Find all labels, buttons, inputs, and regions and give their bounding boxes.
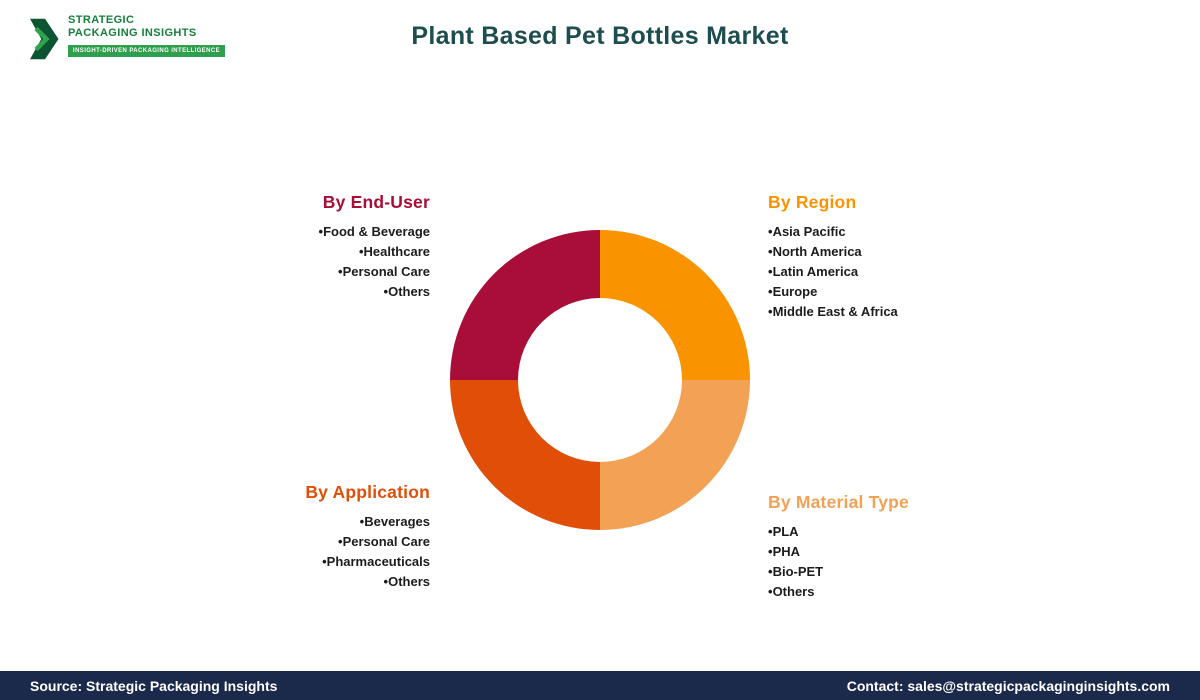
donut-quadrant-material-type — [600, 380, 750, 530]
segment-material-type-heading: By Material Type — [768, 492, 909, 512]
segment-item: Others — [305, 572, 430, 592]
donut-quadrant-end-user — [450, 230, 600, 380]
footer-bar: Source: Strategic Packaging Insights Con… — [0, 671, 1200, 700]
segment-item: Personal Care — [319, 262, 430, 282]
logo-name-line2: PACKAGING INSIGHTS — [68, 27, 197, 39]
donut-quadrant-application — [450, 380, 600, 530]
segment-end-user-heading: By End-User — [322, 192, 430, 212]
segment-item: North America — [768, 242, 898, 262]
segment-item: PLA — [768, 522, 909, 542]
segment-item: Middle East & Africa — [768, 302, 898, 322]
segment-item: Bio-PET — [768, 562, 909, 582]
donut-quadrant-region — [600, 230, 750, 380]
segment-item: Others — [768, 582, 909, 602]
segment-item: Asia Pacific — [768, 222, 898, 242]
segment-item: Latin America — [768, 262, 898, 282]
segment-material-type-items: PLA PHA Bio-PET Others — [768, 522, 909, 602]
logo: STRATEGIC PACKAGING INSIGHTS INSIGHT-DRI… — [30, 14, 226, 64]
segment-application-heading: By Application — [305, 482, 430, 502]
segment-material-type: By Material Type PLA PHA Bio-PET Others — [768, 492, 909, 602]
footer-contact: Contact: sales@strategicpackaginginsight… — [846, 677, 1170, 694]
segment-item: Others — [319, 282, 430, 302]
page-title: Plant Based Pet Bottles Market — [411, 22, 789, 50]
logo-chevron-icon — [30, 18, 59, 60]
segment-item: Healthcare — [319, 242, 430, 262]
segment-region: By Region Asia Pacific North America Lat… — [768, 192, 898, 322]
segment-item: Personal Care — [305, 532, 430, 552]
segment-application-items: Beverages Personal Care Pharmaceuticals … — [305, 512, 430, 592]
segment-item: Europe — [768, 282, 898, 302]
donut-chart — [450, 230, 750, 530]
footer-source: Source: Strategic Packaging Insights — [30, 677, 278, 694]
logo-name-line1: STRATEGIC — [68, 14, 135, 26]
logo-text: STRATEGIC PACKAGING INSIGHTS INSIGHT-DRI… — [68, 14, 226, 57]
segment-item: Food & Beverage — [319, 222, 430, 242]
segment-end-user: By End-User Food & Beverage Healthcare P… — [319, 192, 430, 302]
segment-application: By Application Beverages Personal Care P… — [305, 482, 430, 592]
logo-tagline: INSIGHT-DRIVEN PACKAGING INTELLIGENCE — [68, 45, 226, 57]
segment-region-items: Asia Pacific North America Latin America… — [768, 222, 898, 322]
segment-item: Beverages — [305, 512, 430, 532]
segment-region-heading: By Region — [768, 192, 857, 212]
segment-item: Pharmaceuticals — [305, 552, 430, 572]
segment-item: PHA — [768, 542, 909, 562]
segment-end-user-items: Food & Beverage Healthcare Personal Care… — [319, 222, 430, 302]
